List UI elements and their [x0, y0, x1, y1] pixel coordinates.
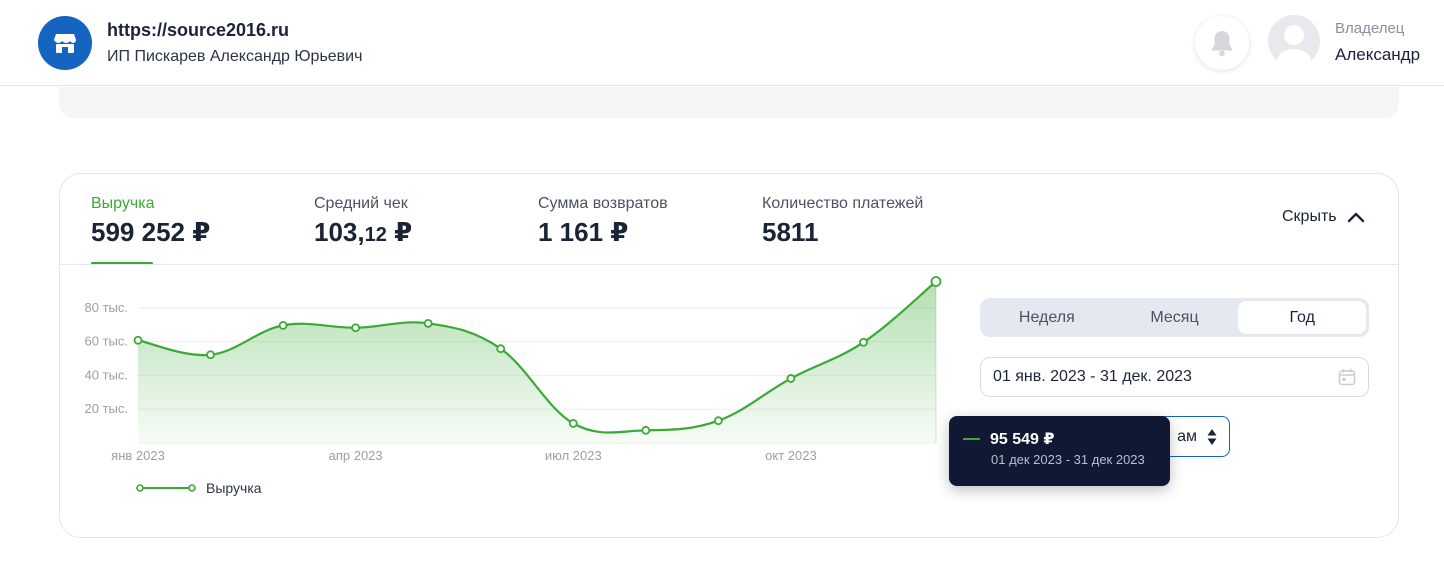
data-point[interactable] — [786, 374, 796, 383]
metric-value: 103,12 ₽ — [314, 217, 413, 247]
x-tick-label: апр 2023 — [329, 448, 383, 463]
data-point[interactable] — [930, 276, 942, 287]
data-point[interactable] — [713, 416, 723, 426]
x-tick-label: июл 2023 — [545, 448, 602, 463]
series-area — [138, 281, 936, 443]
site-owner-name: ИП Пискарев Александр Юрьевич — [107, 48, 363, 65]
metric-tab-average-check[interactable]: Средний чек 103,12 ₽ — [314, 195, 412, 248]
notifications-button[interactable] — [1195, 16, 1249, 70]
sort-arrows-icon — [1207, 428, 1217, 445]
tooltip-series-swatch — [963, 438, 980, 440]
metric-tab-refunds[interactable]: Сумма возвратов 1 161 ₽ — [538, 195, 668, 248]
date-range-input[interactable] — [993, 368, 1338, 386]
y-tick-label: 40 тыс. — [85, 367, 128, 382]
group-select-value: ам — [1177, 427, 1197, 445]
user-role-label: Владелец — [1335, 20, 1405, 37]
metric-label: Выручка — [91, 195, 155, 212]
period-selector: Неделя Месяц Год — [980, 298, 1369, 337]
data-point[interactable] — [859, 337, 868, 347]
data-point[interactable] — [641, 425, 651, 435]
info-panel-bottom — [59, 87, 1399, 118]
series-line — [137, 280, 937, 434]
user-name[interactable]: Александр — [1335, 45, 1421, 64]
tooltip-date-range: 01 дек 2023 - 31 дек 2023 — [991, 452, 1145, 467]
hide-chart-button[interactable]: Скрыть — [1282, 208, 1365, 226]
top-header: https://source2016.ru ИП Пискарев Алекса… — [0, 0, 1444, 86]
bell-icon — [1212, 31, 1232, 57]
y-tick-label: 60 тыс. — [85, 334, 128, 349]
data-point[interactable] — [133, 335, 143, 345]
site-url[interactable]: https://source2016.ru — [107, 20, 290, 40]
y-tick-label: 80 тыс. — [85, 300, 128, 315]
calendar-icon[interactable] — [1338, 368, 1356, 386]
period-month[interactable]: Месяц — [1150, 308, 1199, 326]
metric-value: 1 161 ₽ — [538, 217, 629, 247]
user-avatar-icon[interactable] — [1268, 15, 1320, 67]
metric-tab-revenue[interactable]: Выручка 599 252 ₽ — [91, 195, 210, 248]
data-point[interactable] — [351, 323, 361, 333]
chevron-up-icon — [1347, 212, 1364, 223]
x-tick-label: окт 2023 — [765, 448, 817, 463]
date-range-field[interactable] — [980, 357, 1369, 397]
legend-label: Выручка — [206, 480, 262, 496]
active-tab-indicator — [91, 262, 153, 265]
revenue-chart: 20 тыс. 40 тыс. 60 тыс. 80 тыс. янв 2023 апр … — [85, 276, 942, 463]
metric-label: Количество платежей — [762, 195, 924, 212]
period-week[interactable]: Неделя — [1018, 308, 1075, 326]
metric-value: 5811 — [762, 217, 819, 247]
data-point[interactable] — [496, 344, 506, 354]
tooltip-value: 95 549 ₽ — [990, 431, 1055, 448]
hide-button-label: Скрыть — [1282, 208, 1337, 225]
metric-label: Средний чек — [314, 195, 408, 212]
period-year[interactable]: Год — [1238, 301, 1367, 334]
metric-tab-payments-count[interactable]: Количество платежей 5811 — [762, 195, 923, 248]
data-point[interactable] — [278, 320, 288, 330]
metric-label: Сумма возвратов — [538, 195, 668, 212]
data-point[interactable] — [423, 318, 433, 328]
y-tick-label: 20 тыс. — [85, 401, 128, 416]
store-icon[interactable] — [38, 16, 92, 70]
data-point[interactable] — [568, 418, 578, 428]
x-tick-label: янв 2023 — [111, 448, 165, 463]
metric-value: 599 252 ₽ — [91, 217, 211, 247]
stats-card: Выручка 599 252 ₽ Средний чек 103,12 ₽ С… — [59, 173, 1399, 538]
tabs-divider — [60, 264, 1398, 265]
chart-tooltip: 95 549 ₽ 01 дек 2023 - 31 дек 2023 — [949, 416, 1170, 486]
data-point[interactable] — [206, 350, 215, 360]
chart-legend[interactable]: Выручка — [136, 480, 262, 496]
legend-line-icon — [136, 484, 196, 492]
